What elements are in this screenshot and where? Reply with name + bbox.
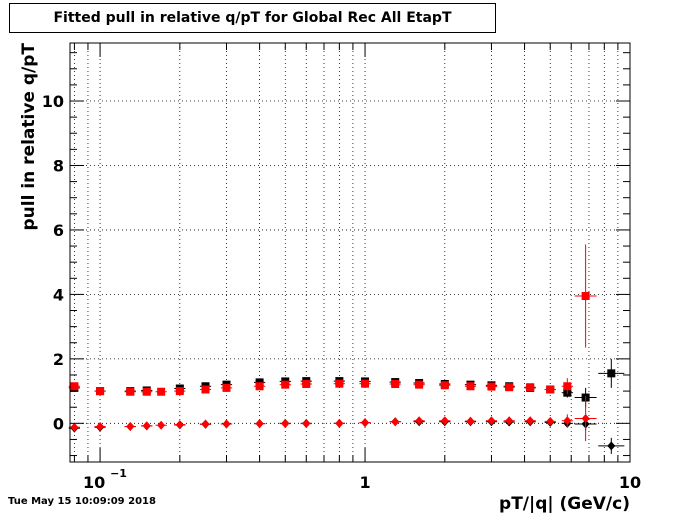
data-point-square [222, 383, 231, 392]
data-point-square [361, 379, 370, 388]
data-point-square [175, 387, 184, 396]
data-point-square [505, 383, 514, 392]
data-point-square [415, 380, 424, 389]
data-point-square [335, 379, 344, 388]
chart-title: Fitted pull in relative q/pT for Global … [9, 3, 496, 33]
data-point-square [563, 382, 572, 391]
data-point-diamond [361, 418, 370, 428]
series-3 [68, 395, 597, 442]
data-point-diamond [222, 419, 231, 429]
y-axis-label: pull in relative q/pT [19, 43, 39, 231]
data-point-square [255, 382, 264, 391]
data-point-diamond [281, 419, 290, 429]
data-point-square [466, 382, 475, 391]
data-point-diamond [563, 416, 572, 426]
data-point-diamond [70, 422, 79, 432]
data-point-diamond [440, 416, 449, 426]
data-point-square [391, 380, 400, 389]
timestamp: Tue May 15 10:09:09 2018 [8, 496, 156, 507]
plot-frame [69, 42, 631, 463]
data-point-square [302, 380, 311, 389]
x-tick-exponent: −1 [110, 467, 127, 480]
axes: 10 −1 1 10 0 2 4 6 8 10 [42, 43, 641, 492]
data-point-square [546, 385, 555, 394]
data-point-diamond [255, 419, 264, 429]
data-point-diamond [415, 416, 424, 426]
data-point-square [487, 382, 496, 391]
data-point-square [581, 292, 590, 301]
x-tick-label: 1 [359, 473, 370, 492]
data-point-diamond [607, 441, 616, 451]
x-axis-label: pT/|q| (GeV/c) [499, 494, 630, 514]
data-point-square [157, 387, 166, 396]
y-tick-label: 8 [53, 156, 64, 175]
data-point-diamond [175, 420, 184, 430]
y-tick-label: 10 [42, 92, 64, 111]
y-tick-label: 2 [53, 350, 64, 369]
data-point-diamond [391, 417, 400, 427]
data-point-diamond [581, 413, 590, 423]
data-point-diamond [546, 416, 555, 426]
data-point-diamond [302, 419, 311, 429]
data-series [68, 244, 625, 454]
data-point-diamond [126, 422, 135, 432]
x-tick-label: 10 [83, 473, 105, 492]
x-tick-label: 10 [619, 473, 641, 492]
y-tick-label: 0 [53, 414, 64, 433]
series-1 [68, 417, 625, 454]
grid-lines [70, 43, 631, 462]
data-point-diamond [505, 416, 514, 426]
data-point-diamond [335, 418, 344, 428]
y-tick-label: 6 [53, 221, 64, 240]
data-point-square [126, 387, 135, 396]
data-point-square [281, 380, 290, 389]
data-point-square [142, 387, 151, 396]
data-point-diamond [526, 416, 535, 426]
data-point-square [440, 381, 449, 390]
data-point-square [607, 369, 616, 378]
data-point-diamond [487, 416, 496, 426]
data-point-square [201, 385, 210, 394]
y-tick-label: 4 [53, 285, 64, 304]
data-point-diamond [466, 416, 475, 426]
series-2 [68, 244, 597, 396]
data-point-square [70, 382, 79, 391]
data-point-square [96, 387, 105, 396]
data-point-diamond [142, 421, 151, 431]
data-point-square [526, 383, 535, 392]
data-point-diamond [157, 420, 166, 430]
data-point-diamond [201, 419, 210, 429]
data-point-diamond [96, 422, 105, 432]
series-0 [68, 358, 625, 408]
